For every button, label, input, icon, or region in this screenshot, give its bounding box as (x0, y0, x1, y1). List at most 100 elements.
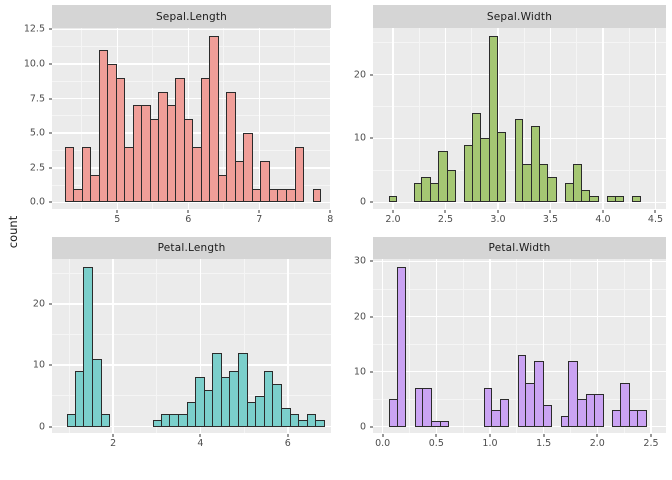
x-tick-mark (602, 210, 604, 213)
x-tick-label: 6 (284, 438, 291, 449)
plot-area-petal-length (52, 259, 331, 433)
y-tick-label: 0 (38, 420, 45, 432)
minor-gridline (156, 259, 158, 433)
y-tick-mark (49, 132, 52, 134)
x-tick-mark (596, 434, 598, 437)
y-tick-label: 10 (353, 365, 366, 377)
y-tick-label: 20 (353, 68, 366, 80)
x-tick-label: 4.5 (647, 214, 664, 225)
y-tick-mark (370, 426, 373, 428)
major-gridline (52, 28, 331, 31)
histogram-bar (439, 421, 450, 427)
histogram-bar (530, 125, 540, 203)
histogram-bar (388, 195, 398, 203)
minor-gridline (462, 259, 464, 433)
histogram-bar (65, 147, 74, 203)
histogram-bar (238, 352, 248, 427)
facet-strip: Sepal.Length (52, 5, 331, 28)
minor-gridline (294, 28, 296, 209)
x-axis-sepal-width: 2.0 2.5 3.0 3.5 4.0 4.5 (373, 209, 666, 235)
minor-gridline (52, 80, 331, 82)
minor-gridline (569, 259, 571, 433)
x-tick-label: 0.5 (428, 438, 444, 449)
facet-petal-length: Petal.Length 2 4 6 0 10 20 (33, 237, 331, 459)
minor-gridline (471, 28, 473, 209)
histogram-bar (614, 195, 624, 203)
histogram-bar (115, 77, 126, 203)
y-tick-mark (49, 98, 52, 100)
histogram-bar (260, 160, 270, 203)
x-tick-mark (444, 210, 446, 213)
major-gridline (329, 28, 331, 209)
histogram-bar (83, 266, 94, 427)
x-tick-label: 2.5 (437, 214, 454, 225)
x-tick-mark (187, 210, 189, 213)
histogram-bar (572, 164, 582, 203)
facet-sepal-length: Sepal.Length 5 6 7 8 0.0 2.5 5.0 7.5 10.0 12.5 (24, 5, 334, 235)
major-gridline (52, 63, 331, 65)
major-gridline (392, 28, 394, 209)
minor-gridline (373, 288, 666, 290)
y-tick-mark (49, 364, 52, 366)
histogram-bar (619, 382, 630, 427)
histogram-bar (637, 410, 647, 427)
y-tick-mark (370, 316, 373, 318)
major-gridline (373, 201, 666, 204)
y-tick-mark (49, 426, 52, 428)
minor-gridline (628, 28, 630, 209)
x-tick-mark (654, 210, 656, 213)
minor-gridline (418, 28, 420, 209)
histogram-bar (315, 420, 325, 427)
major-gridline (52, 364, 331, 366)
major-gridline (602, 28, 604, 209)
major-gridline (373, 260, 666, 263)
minor-gridline (52, 46, 331, 48)
histogram-bar (632, 195, 641, 203)
minor-gridline (52, 115, 331, 117)
major-gridline (373, 315, 666, 318)
x-tick-label: 2 (110, 438, 117, 449)
minor-gridline (408, 259, 410, 433)
x-tick-label: 3.5 (542, 214, 559, 225)
x-axis-petal-length: 2 4 6 (52, 433, 331, 459)
y-tick-label: 0 (359, 196, 366, 208)
histogram-bar (396, 266, 407, 427)
y-tick-mark (370, 201, 373, 203)
y-tick-label: 0 (359, 420, 366, 432)
major-gridline (542, 259, 545, 433)
histogram-bar (306, 414, 317, 427)
x-tick-label: 1.5 (536, 438, 552, 449)
y-tick-label: 30 (353, 255, 366, 267)
x-tick-mark (392, 210, 394, 213)
x-tick-mark (435, 434, 437, 437)
y-tick-mark (49, 28, 52, 30)
facet-strip-label: Sepal.Length (155, 10, 228, 23)
major-gridline (497, 28, 499, 209)
histogram-bar (483, 388, 493, 427)
plot-area-sepal-width (373, 28, 666, 209)
x-tick-mark (650, 434, 652, 437)
x-tick-label: 3.0 (490, 214, 506, 225)
x-tick-mark (549, 210, 551, 213)
histogram-bar (594, 393, 604, 427)
histogram-bar (488, 36, 498, 203)
facet-strip-label: Sepal.Width (486, 10, 553, 23)
histogram-bar (547, 176, 557, 203)
x-tick-label: 8 (327, 214, 334, 225)
plot-area-petal-width (373, 259, 666, 433)
x-tick-label: 7 (256, 214, 263, 225)
minor-gridline (516, 259, 518, 433)
major-gridline (373, 425, 666, 428)
x-tick-label: 2.0 (385, 214, 401, 225)
major-gridline (654, 28, 657, 209)
y-tick-label: 5.0 (29, 127, 45, 139)
facet-strip-label: Petal.Width (488, 242, 551, 254)
minor-gridline (68, 259, 70, 433)
minor-gridline (523, 28, 525, 209)
facet-strip: Petal.Length (52, 237, 331, 259)
histogram-bar (272, 383, 282, 427)
histogram-bar (589, 195, 599, 203)
histogram-bar (92, 359, 102, 427)
x-tick-mark (258, 210, 260, 213)
